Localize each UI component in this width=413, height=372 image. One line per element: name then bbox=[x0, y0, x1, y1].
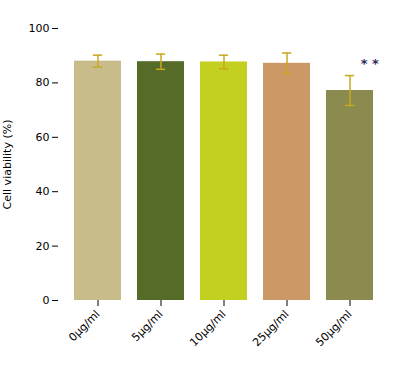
svg-text:20: 20 bbox=[36, 240, 50, 253]
svg-text:10μg/ml: 10μg/ml bbox=[187, 308, 228, 349]
svg-text:0μg/ml: 0μg/ml bbox=[66, 308, 102, 344]
svg-text:50μg/ml: 50μg/ml bbox=[313, 308, 354, 349]
svg-text:* *: * * bbox=[361, 56, 379, 71]
svg-text:25μg/ml: 25μg/ml bbox=[250, 308, 291, 349]
svg-text:80: 80 bbox=[36, 76, 50, 89]
svg-text:40: 40 bbox=[36, 185, 50, 198]
svg-text:100: 100 bbox=[29, 22, 50, 35]
svg-text:Cell viability (%): Cell viability (%) bbox=[1, 120, 14, 210]
svg-text:60: 60 bbox=[36, 131, 50, 144]
svg-text:5μg/ml: 5μg/ml bbox=[129, 308, 165, 344]
svg-text:0: 0 bbox=[43, 294, 50, 307]
